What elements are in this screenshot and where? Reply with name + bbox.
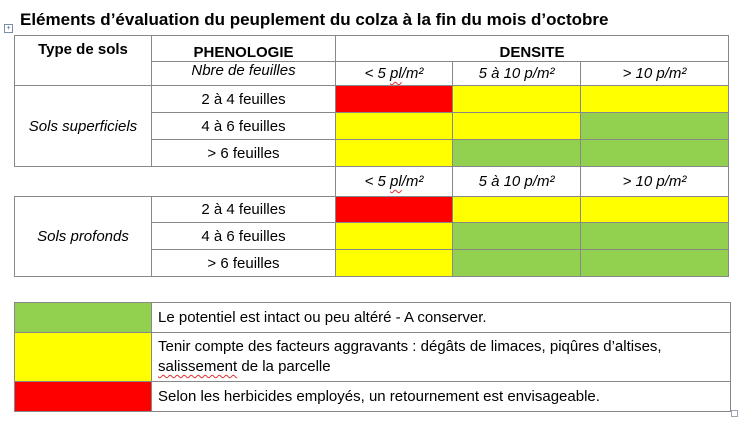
legend-table: Le potentiel est intact ou peu altéré - … bbox=[14, 302, 731, 412]
legend-swatch-green bbox=[14, 302, 152, 333]
density-cell bbox=[579, 112, 730, 140]
density-cell bbox=[335, 85, 453, 113]
page-title: Eléments d’évaluation du peuplement du c… bbox=[20, 10, 609, 29]
table-row: 4 à 6 feuilles bbox=[15, 222, 730, 250]
legend-row: Selon les herbicides employés, un retour… bbox=[14, 381, 731, 412]
stage-label: > 6 feuilles bbox=[151, 249, 336, 277]
density-header-low: < 5 pl/m² bbox=[335, 61, 453, 86]
legend-text: Tenir compte des facteurs aggravants : d… bbox=[151, 332, 731, 382]
density-table: Type de sols PHENOLOGIE DENSITE Nbre de … bbox=[14, 35, 730, 277]
stage-label: > 6 feuilles bbox=[151, 139, 336, 167]
density-cell bbox=[579, 249, 730, 277]
stage-label: 4 à 6 feuilles bbox=[151, 222, 336, 250]
density-cell bbox=[452, 112, 581, 140]
legend-swatch-yellow bbox=[14, 332, 152, 382]
table-anchor-icon[interactable]: + bbox=[4, 24, 13, 33]
soil-label: Sols superficiels bbox=[14, 85, 152, 167]
density-cell bbox=[452, 139, 581, 167]
legend-text: Le potentiel est intact ou peu altéré - … bbox=[151, 302, 731, 333]
density-cell bbox=[335, 112, 453, 140]
density-cell bbox=[452, 249, 581, 277]
density-cell bbox=[579, 222, 730, 250]
legend-row: Le potentiel est intact ou peu altéré - … bbox=[14, 302, 731, 333]
density-cell bbox=[579, 196, 730, 223]
density-cell bbox=[579, 139, 730, 167]
table-row: Sols profonds 2 à 4 feuilles bbox=[14, 196, 730, 277]
density-cell bbox=[452, 85, 581, 113]
stage-label: 2 à 4 feuilles bbox=[151, 85, 336, 113]
legend-row: Tenir compte des facteurs aggravants : d… bbox=[14, 332, 731, 382]
stage-label: 2 à 4 feuilles bbox=[151, 196, 336, 223]
density-header-low: < 5 pl/m² bbox=[335, 166, 453, 197]
stage-label: 4 à 6 feuilles bbox=[151, 112, 336, 140]
header-phenology: PHENOLOGIE bbox=[151, 35, 336, 62]
density-cell bbox=[579, 85, 730, 113]
density-cell bbox=[335, 196, 453, 223]
density-cell bbox=[335, 249, 453, 277]
soil-label: Sols profonds bbox=[14, 196, 152, 277]
table-resize-handle[interactable] bbox=[731, 410, 738, 417]
density-header-high: > 10 p/m² bbox=[579, 61, 730, 86]
density-cell bbox=[452, 222, 581, 250]
density-header-high: > 10 p/m² bbox=[579, 166, 730, 197]
density-cell bbox=[335, 139, 453, 167]
legend-text: Selon les herbicides employés, un retour… bbox=[151, 381, 731, 412]
density-cell bbox=[335, 222, 453, 250]
density-cell bbox=[452, 196, 581, 223]
table-row: > 6 feuilles bbox=[15, 249, 730, 277]
header-leaf-count: Nbre de feuilles bbox=[151, 61, 336, 86]
header-density: DENSITE bbox=[334, 35, 730, 62]
density-header-mid: 5 à 10 p/m² bbox=[452, 166, 581, 197]
header-soil-type: Type de sols bbox=[14, 35, 152, 86]
density-header-mid: 5 à 10 p/m² bbox=[452, 61, 581, 86]
table-row: Sols superficiels 2 à 4 feuilles bbox=[14, 85, 730, 167]
legend-swatch-red bbox=[14, 381, 152, 412]
